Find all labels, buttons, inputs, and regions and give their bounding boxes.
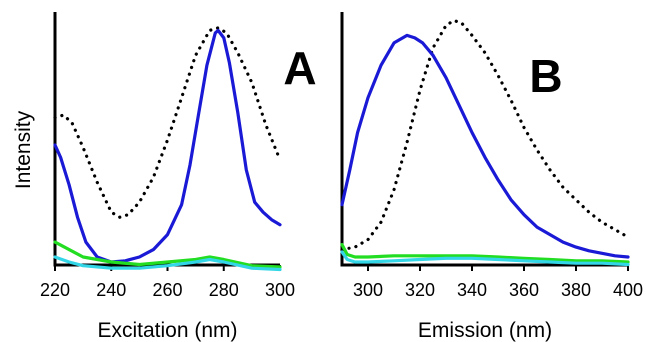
x-tick-label: 280: [209, 280, 239, 300]
y-axis-title: Intensity: [12, 110, 35, 189]
x-tick-label: 360: [509, 280, 539, 300]
x-tick-label: 320: [405, 280, 435, 300]
series-line-blue: [340, 33, 630, 259]
series-line-blue: [53, 28, 282, 264]
x-tick-label: 260: [152, 280, 182, 300]
x-axis-title: Excitation (nm): [97, 319, 237, 342]
x-tick-label: 300: [353, 280, 383, 300]
panel-label: A: [283, 42, 316, 94]
panel-label: B: [529, 50, 562, 102]
series-line-black-dotted: [340, 18, 630, 252]
series-line-black-dotted: [53, 26, 282, 219]
panel-b: 300 320 340 360 380 400 Emission (nm) B: [340, 12, 643, 342]
x-tick-label: 300: [265, 280, 295, 300]
x-tick-label: 240: [96, 280, 126, 300]
series-line-green: [53, 240, 282, 269]
x-tick-label: 340: [457, 280, 487, 300]
x-axis-title: Emission (nm): [418, 319, 552, 342]
x-tick-label: 400: [613, 280, 643, 300]
series-line-green: [340, 243, 630, 264]
x-tick-label: 220: [40, 280, 70, 300]
series-line-cyan: [340, 250, 630, 267]
panel-a: 220 240 260 280 300 Excitation (nm) A: [40, 12, 317, 342]
x-tick-label: 380: [561, 280, 591, 300]
series-line-cyan: [53, 255, 282, 272]
